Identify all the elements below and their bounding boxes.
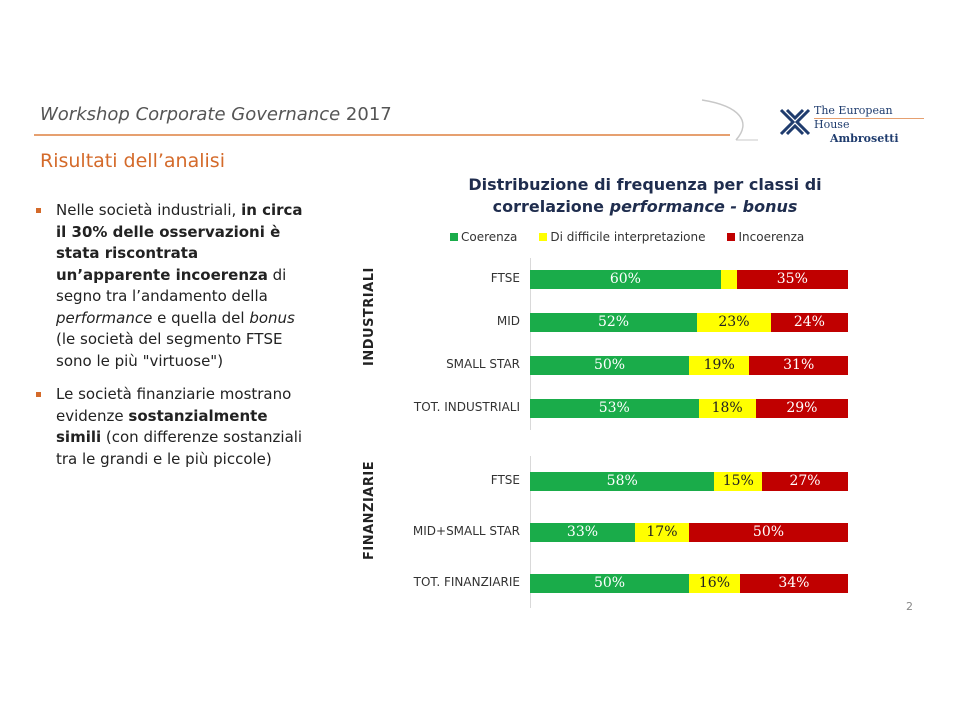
bullet-text-part: di segno tra l’andamento della — [56, 265, 287, 306]
header-swoosh-decoration — [701, 99, 758, 141]
bar-segment-difficile — [720, 269, 737, 289]
bar-segment-difficile: 16% — [689, 573, 740, 593]
logo-line1: The European House — [814, 104, 893, 131]
bullet-text-part: e quella del — [152, 308, 250, 327]
bar-data-label: 29% — [786, 400, 818, 416]
legend-item: Coerenza — [450, 230, 517, 244]
bar-segment-coerenza: 50% — [530, 355, 689, 375]
bar-segment-incoerenza: 50% — [688, 522, 848, 542]
bar-data-label: 33% — [566, 524, 599, 540]
bar-segment-coerenza: 33% — [530, 522, 635, 542]
bullet-text-part: performance — [56, 308, 153, 327]
ambrosetti-logo-mark-icon — [779, 108, 811, 136]
stacked-bar: 33% 17% 50% — [530, 522, 848, 542]
stacked-bar: 52% 23% 24% — [530, 312, 848, 332]
category-label: TOT. FINANZIARIE — [413, 575, 520, 589]
bar-data-label: 27% — [789, 473, 821, 489]
bullet-text-part: (con differenze sostanziali tra le grand… — [56, 428, 303, 468]
stacked-bar: 60% 35% — [530, 269, 848, 289]
bar-segment-difficile: 18% — [698, 398, 756, 418]
stacked-bar: 58% 15% 27% — [530, 471, 848, 491]
bar-segment-incoerenza: 34% — [739, 573, 848, 593]
legend-item: Incoerenza — [727, 230, 804, 244]
chart-title-line2: correlazione performance - bonus — [430, 196, 860, 218]
stacked-bar: 50% 16% 34% — [530, 573, 848, 593]
bar-segment-difficile: 15% — [714, 471, 763, 491]
bar-segment-difficile: 17% — [634, 522, 689, 542]
bar-segment-incoerenza: 29% — [755, 398, 848, 418]
bar-data-label: 23% — [718, 314, 750, 330]
bar-segment-incoerenza: 24% — [770, 312, 848, 332]
category-label: FTSE — [490, 271, 520, 285]
bar-segment-incoerenza: 31% — [749, 355, 848, 375]
category-label: MID+SMALL STAR — [412, 524, 520, 538]
chart-title-line1: Distribuzione di frequenza per classi di — [468, 175, 822, 194]
bar-segment-coerenza: 58% — [530, 471, 715, 491]
bar-segment-coerenza: 52% — [530, 312, 698, 332]
bar-data-label: 16% — [698, 575, 730, 591]
logo-rule — [814, 118, 924, 119]
ambrosetti-logo-text: The European House Ambrosetti — [814, 104, 928, 146]
bar-segment-difficile: 19% — [689, 355, 750, 375]
workshop-title-italic: Workshop Corporate Governance — [40, 104, 341, 125]
bullet-item: Nelle società industriali, in circa il 3… — [34, 200, 314, 372]
legend-label: Di difficile interpretazione — [550, 230, 706, 244]
legend-swatch — [539, 233, 548, 241]
bullet-text-part: in circa il 30% delle osservazioni è sta… — [56, 201, 303, 284]
bar-data-label: 50% — [752, 524, 785, 540]
category-label: TOT. INDUSTRIALI — [413, 400, 520, 414]
stacked-bar: 53% 18% 29% — [530, 398, 848, 418]
category-axis-line — [530, 258, 531, 430]
legend-label: Incoerenza — [738, 230, 805, 244]
bar-segment-coerenza: 50% — [530, 573, 689, 593]
bullet-square-icon — [36, 392, 41, 397]
bullet-text-part: sostanzialmente simili — [56, 406, 268, 447]
chart-legend: Coerenza Di difficile interpretazione Inco… — [450, 230, 804, 244]
category-label: FTSE — [490, 473, 520, 487]
chart-title: Distribuzione di frequenza per classi di… — [430, 174, 860, 218]
legend-swatch — [450, 233, 458, 241]
bullet-text-part: Nelle società industriali, — [56, 201, 242, 219]
bar-data-label: 52% — [597, 314, 630, 330]
chart-title-line2-prefix: correlazione — [492, 197, 610, 216]
bar-data-label: 58% — [606, 473, 638, 489]
bar-segment-incoerenza: 35% — [736, 269, 848, 289]
bar-data-label: 19% — [703, 357, 735, 373]
bar-data-label: 24% — [793, 314, 825, 330]
bar-data-label: 34% — [778, 575, 810, 591]
ambrosetti-logo: The European House Ambrosetti — [778, 104, 928, 145]
legend-label: Coerenza — [461, 230, 518, 244]
header-divider — [34, 134, 730, 136]
logo-line2: Ambrosetti — [830, 132, 899, 145]
workshop-title: Workshop Corporate Governance 2017 — [40, 104, 392, 125]
category-label: MID — [496, 314, 520, 328]
category-label: SMALL STAR — [446, 357, 520, 371]
section-subtitle: Risultati dell’analisi — [40, 150, 225, 172]
bullet-item: Le società finanziarie mostrano evidenze… — [34, 384, 314, 470]
bar-segment-difficile: 23% — [697, 312, 771, 332]
legend-swatch — [727, 233, 736, 241]
bar-data-label: 60% — [609, 271, 641, 287]
bar-data-label: 31% — [783, 357, 815, 373]
stacked-bar: 50% 19% 31% — [530, 355, 848, 375]
bullet-square-icon — [36, 208, 41, 213]
bullet-text-part: bonus — [249, 308, 295, 327]
bullet-list: Nelle società industriali, in circa il 3… — [34, 200, 314, 482]
bar-data-label: 18% — [711, 400, 743, 416]
bullet-text-part: Le società finanziarie mostrano evidenze — [56, 385, 292, 425]
bar-data-label: 17% — [646, 524, 678, 540]
bar-data-label: 35% — [776, 271, 808, 287]
workshop-title-year: 2017 — [340, 104, 392, 125]
bar-data-label: 50% — [593, 357, 626, 373]
bar-segment-coerenza: 53% — [530, 398, 699, 418]
bar-segment-coerenza: 60% — [530, 269, 721, 289]
page-number: 2 — [906, 600, 913, 613]
bar-data-label: 50% — [593, 575, 626, 591]
bullet-text-part: (le società del segmento FTSE sono le pi… — [56, 330, 283, 370]
bar-segment-incoerenza: 27% — [762, 471, 848, 491]
legend-item: Di difficile interpretazione — [539, 230, 705, 244]
chart-title-line2-italic: performance - bonus — [609, 197, 798, 216]
bar-data-label: 15% — [722, 473, 754, 489]
bar-data-label: 53% — [598, 400, 630, 416]
